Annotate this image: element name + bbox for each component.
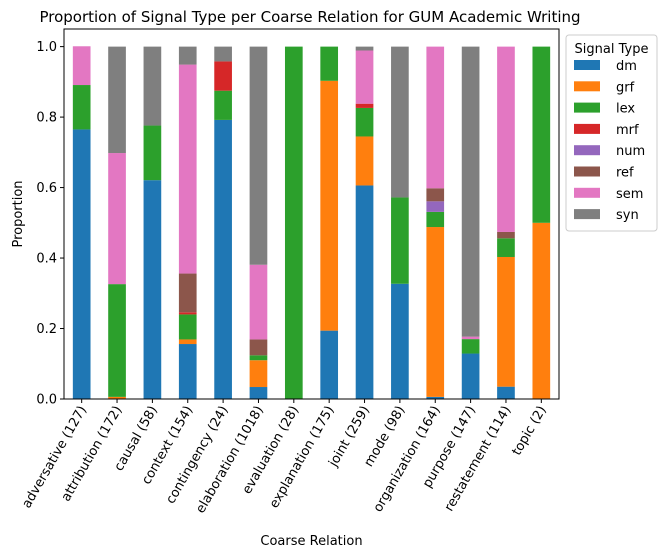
x-axis-ticks: adversative (127)attribution (172)causal…	[19, 399, 550, 516]
bar-segment-syn	[249, 46, 268, 265]
bar-segment-dm	[391, 283, 409, 399]
bar-segment-sem	[497, 46, 515, 232]
bar-segment-lex	[461, 339, 480, 354]
legend-swatch-num	[574, 145, 600, 156]
bar-segment-ref	[426, 188, 445, 202]
bar-segment-grf	[426, 227, 445, 397]
bar-segment-grf	[249, 360, 268, 388]
bar-segment-dm	[178, 344, 197, 399]
bar-segment-dm	[72, 129, 91, 399]
y-tick-label: 1.0	[36, 40, 57, 55]
bar-segment-sem	[72, 46, 91, 86]
bar-segment-lex	[143, 125, 162, 181]
bar-segment-syn	[143, 46, 162, 126]
legend-items: dm grf lex mrf num ref sem syn	[574, 59, 645, 223]
bar-segment-mrf	[355, 103, 374, 108]
bar-segment-ref	[497, 231, 515, 239]
bar-segment-syn	[178, 46, 197, 65]
legend-label-syn: syn	[616, 208, 639, 223]
bar-segment-grf	[497, 256, 515, 387]
bar-segment-sem	[249, 264, 268, 340]
bar-segment-lex	[320, 46, 339, 81]
bar-segment-syn	[391, 46, 409, 198]
bar-segment-lex	[284, 46, 303, 400]
bar-segment-dm	[497, 386, 515, 399]
bar-segment-dm	[461, 353, 480, 399]
legend-swatch-dm	[574, 60, 600, 70]
legend-swatch-grf	[574, 81, 600, 92]
bar-segment-ref	[178, 273, 197, 313]
y-axis-ticks: 0.0 0.2 0.4 0.6 0.8 1.0	[36, 40, 64, 408]
bar-segment-lex	[108, 284, 126, 397]
legend: Signal Type dm grf lex mrf num ref sem syn	[565, 34, 658, 232]
bars-layer	[72, 46, 551, 400]
legend-label-dm: dm	[616, 59, 637, 74]
legend-swatch-sem	[574, 187, 600, 198]
y-tick-label: 0.0	[36, 393, 57, 408]
legend-label-sem: sem	[616, 187, 643, 202]
y-tick-label: 0.8	[36, 111, 57, 126]
bar-segment-dm	[143, 180, 162, 399]
bar-segment-lex	[178, 314, 197, 340]
x-tick-label: adversative (127)	[19, 404, 90, 512]
legend-swatch-mrf	[574, 123, 600, 134]
bar-segment-dm	[426, 396, 445, 399]
x-tick-label: restatement (114)	[442, 404, 515, 515]
bar-segment-num	[426, 201, 445, 212]
bar-segment-grf	[532, 222, 551, 399]
bar-segment-sem	[426, 46, 445, 189]
bar-segment-syn	[214, 46, 232, 62]
y-axis-label: Proportion	[11, 180, 26, 247]
plot-frame	[63, 28, 560, 400]
legend-label-grf: grf	[616, 80, 635, 95]
bar-segment-dm	[320, 330, 339, 399]
bar-segment-sem	[108, 153, 126, 285]
legend-label-lex: lex	[616, 102, 635, 117]
bar-segment-sem	[178, 64, 197, 274]
bar-segment-grf	[320, 80, 339, 331]
bar-segment-lex	[532, 46, 551, 223]
bar-segment-mrf	[214, 61, 232, 91]
bar-segment-syn	[355, 46, 374, 51]
bar-segment-grf	[355, 136, 374, 186]
bar-segment-lex	[249, 355, 268, 361]
chart-title: Proportion of Signal Type per Coarse Rel…	[39, 8, 580, 26]
legend-swatch-lex	[574, 102, 600, 113]
bar-segment-mrf	[178, 312, 197, 315]
legend-title: Signal Type	[575, 42, 649, 57]
legend-label-ref: ref	[616, 166, 634, 181]
bar-segment-sem	[355, 50, 374, 104]
bar-segment-grf	[178, 339, 197, 345]
bar-segment-dm	[355, 185, 374, 399]
bar-segment-dm	[214, 119, 232, 399]
bar-segment-syn	[108, 46, 126, 154]
bar-segment-grf	[108, 396, 126, 399]
x-tick-label: organization (164)	[371, 404, 444, 515]
bar-segment-lex	[426, 211, 445, 228]
bar-segment-lex	[72, 85, 91, 130]
y-tick-label: 0.6	[36, 181, 57, 196]
bar-segment-lex	[497, 238, 515, 257]
bar-segment-sem	[461, 336, 480, 340]
bar-segment-syn	[461, 46, 480, 337]
x-tick-label: topic (2)	[509, 404, 549, 459]
legend-swatch-syn	[574, 209, 600, 220]
y-tick-label: 0.2	[36, 322, 57, 337]
y-tick-label: 0.4	[36, 252, 57, 267]
bar-segment-lex	[355, 107, 374, 137]
bar-segment-dm	[249, 387, 268, 399]
bar-segment-lex	[214, 90, 232, 120]
x-tick-label: explanation (175)	[267, 404, 338, 512]
bar-segment-ref	[249, 339, 268, 356]
legend-label-num: num	[616, 144, 645, 159]
legend-label-mrf: mrf	[616, 123, 639, 138]
x-axis-label: Coarse Relation	[260, 534, 362, 549]
bar-segment-lex	[391, 197, 409, 284]
legend-swatch-ref	[574, 166, 600, 177]
